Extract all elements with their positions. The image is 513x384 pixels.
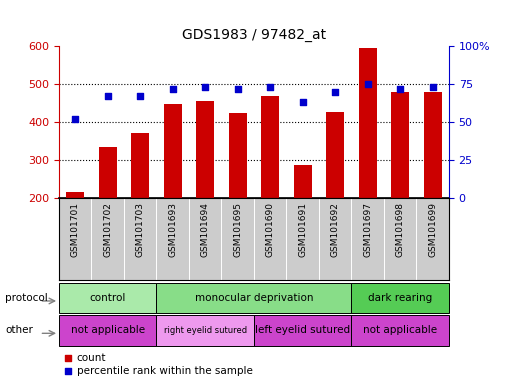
Text: GSM101699: GSM101699: [428, 202, 437, 257]
Point: [396, 86, 404, 92]
Point: [104, 93, 112, 99]
Bar: [359, 48, 377, 198]
Bar: [326, 113, 344, 198]
Bar: [59, 315, 156, 346]
Point: [266, 84, 274, 90]
Point: [428, 84, 437, 90]
Bar: [424, 91, 442, 198]
Point: [201, 84, 209, 90]
Text: GSM101695: GSM101695: [233, 202, 242, 257]
Bar: [99, 147, 116, 198]
Bar: [164, 104, 182, 198]
Text: other: other: [5, 325, 33, 335]
Text: GSM101698: GSM101698: [396, 202, 405, 257]
Text: GSM101690: GSM101690: [266, 202, 274, 257]
Text: GSM101702: GSM101702: [103, 202, 112, 257]
Legend: count, percentile rank within the sample: count, percentile rank within the sample: [64, 353, 252, 376]
Title: GDS1983 / 97482_at: GDS1983 / 97482_at: [182, 28, 326, 42]
Bar: [59, 283, 156, 313]
Bar: [261, 96, 279, 198]
Text: GSM101703: GSM101703: [136, 202, 145, 257]
Point: [364, 81, 372, 87]
Bar: [196, 101, 214, 198]
Point: [233, 86, 242, 92]
Bar: [229, 113, 247, 198]
Text: not applicable: not applicable: [363, 325, 437, 335]
Bar: [294, 165, 311, 198]
Bar: [351, 315, 449, 346]
Point: [331, 88, 339, 94]
Text: GSM101697: GSM101697: [363, 202, 372, 257]
Bar: [351, 283, 449, 313]
Text: GSM101694: GSM101694: [201, 202, 210, 257]
Bar: [131, 132, 149, 198]
Bar: [254, 315, 351, 346]
Point: [71, 116, 80, 122]
Bar: [156, 315, 254, 346]
Bar: [391, 92, 409, 198]
Text: not applicable: not applicable: [71, 325, 145, 335]
Text: monocular deprivation: monocular deprivation: [195, 293, 313, 303]
Bar: [156, 283, 351, 313]
Point: [169, 86, 177, 92]
Text: control: control: [90, 293, 126, 303]
Text: right eyelid sutured: right eyelid sutured: [164, 326, 247, 335]
Text: GSM101693: GSM101693: [168, 202, 177, 257]
Text: dark rearing: dark rearing: [368, 293, 432, 303]
Text: left eyelid sutured: left eyelid sutured: [255, 325, 350, 335]
Text: GSM101692: GSM101692: [331, 202, 340, 257]
Text: GSM101701: GSM101701: [71, 202, 80, 257]
Bar: [66, 192, 84, 198]
Point: [299, 99, 307, 105]
Text: protocol: protocol: [5, 293, 48, 303]
Point: [136, 93, 144, 99]
Text: GSM101691: GSM101691: [298, 202, 307, 257]
